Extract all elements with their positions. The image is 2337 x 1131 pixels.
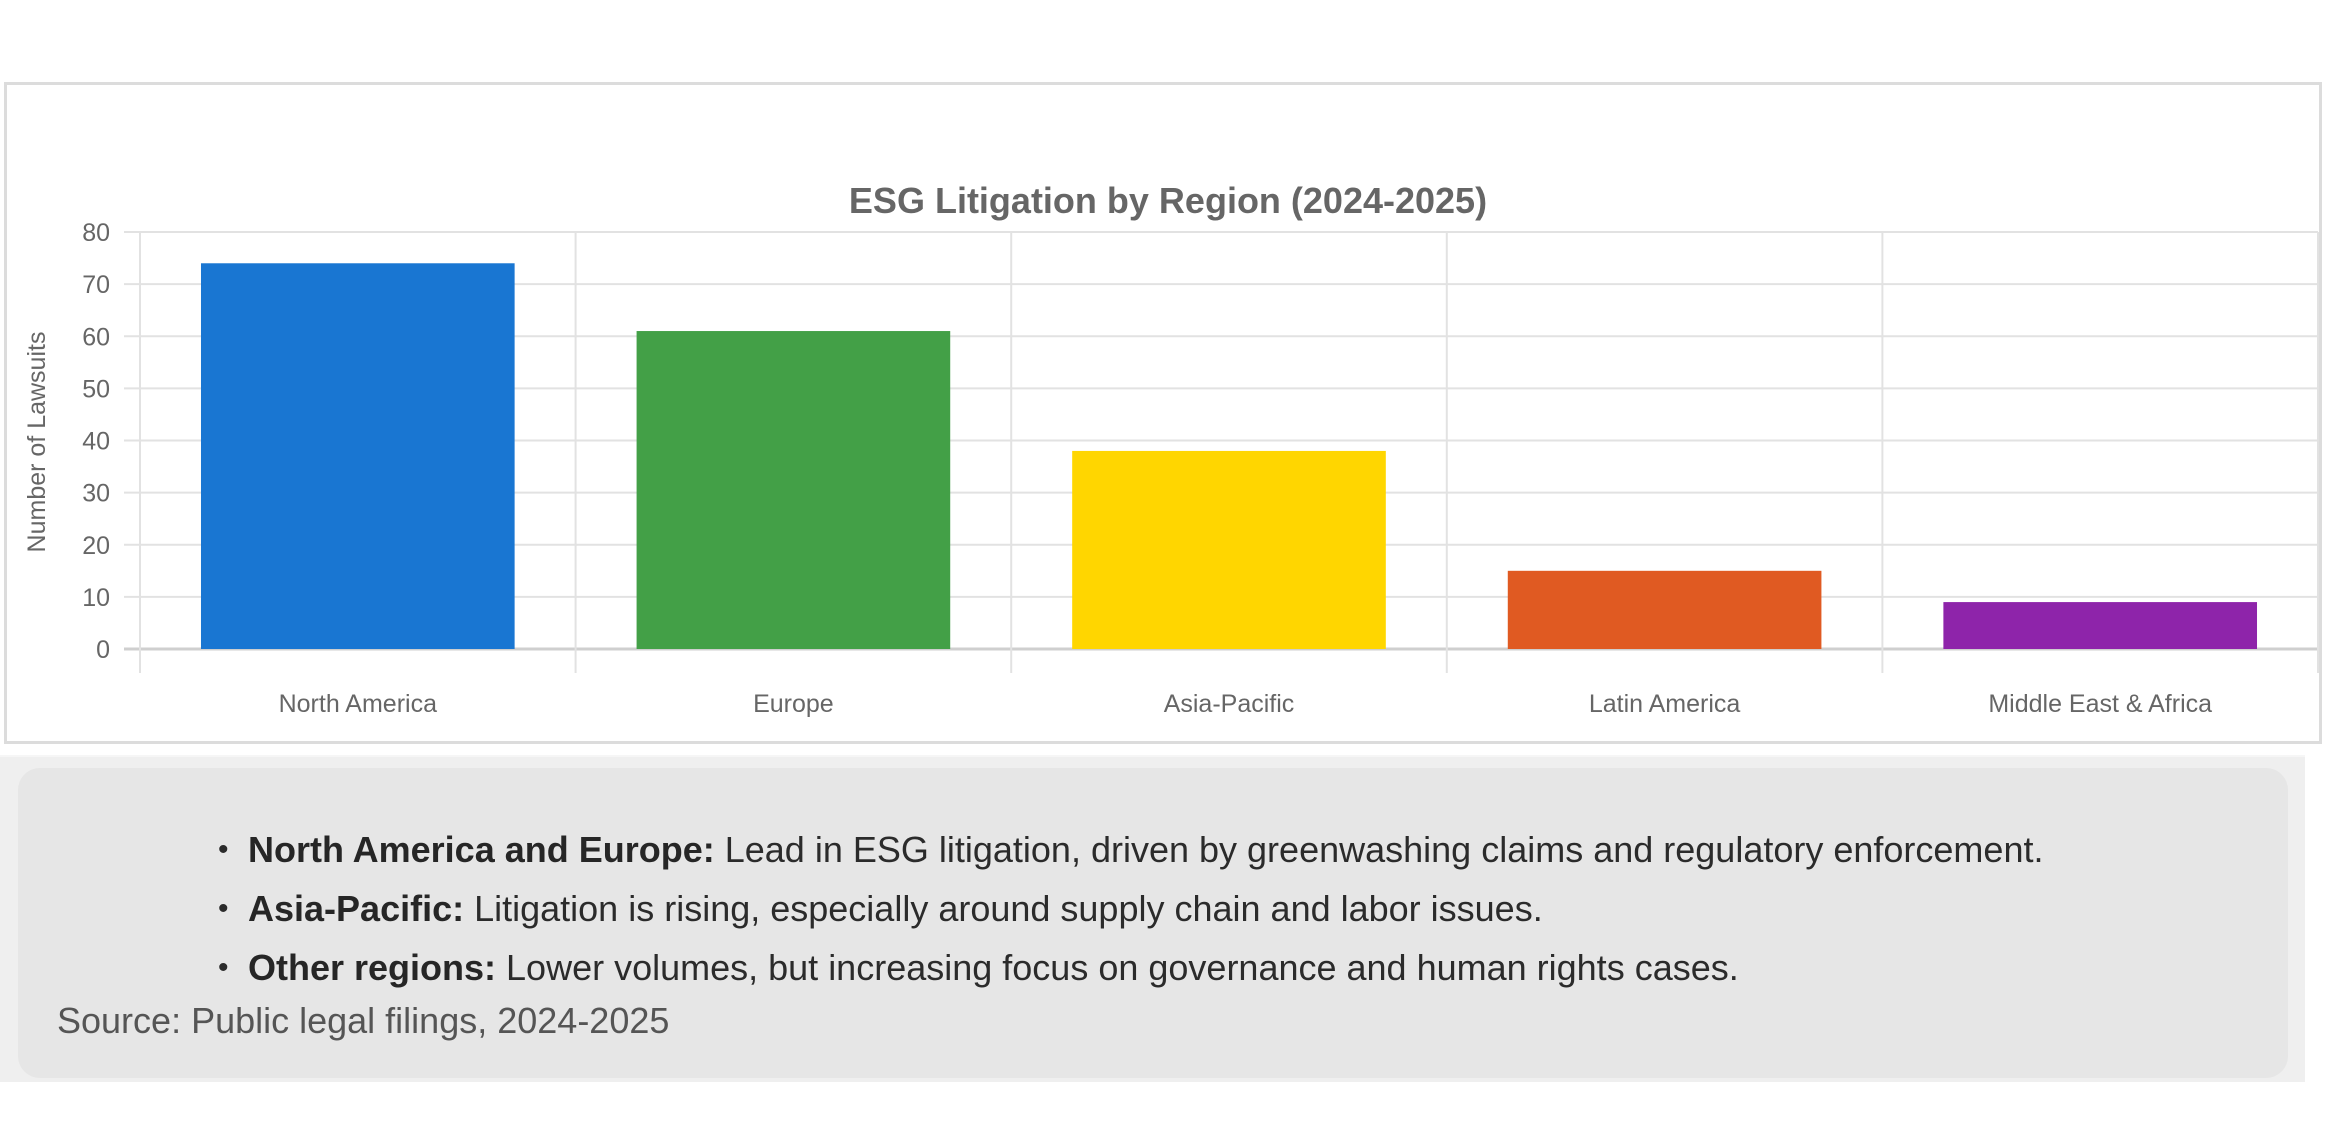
bar-europe (636, 331, 951, 649)
y-axis-label: Number of Lawsuits (23, 332, 51, 553)
note-text: Litigation is rising, especially around … (464, 888, 1543, 929)
bar-middle-east-africa (1943, 602, 2258, 649)
note-text: Lead in ESG litigation, driven by greenw… (714, 829, 2044, 870)
y-tick-labels: 0 10 20 30 40 50 60 70 80 (82, 219, 110, 664)
x-tick-label: Middle East & Africa (1988, 690, 2212, 718)
y-tick-label: 70 (82, 271, 110, 299)
y-tick-label: 10 (82, 584, 110, 612)
y-tick-label: 60 (82, 323, 110, 351)
x-tick-label: Latin America (1589, 690, 1741, 718)
notes-list: • North America and Europe: Lead in ESG l… (18, 820, 2043, 997)
y-tick-label: 30 (82, 480, 110, 508)
note-label: Other regions: (248, 947, 497, 988)
bar-north-america (200, 263, 515, 649)
x-tick-label: North America (279, 690, 437, 718)
note-item: • Other regions: Lower volumes, but incre… (218, 938, 2043, 997)
note-label: North America and Europe: (248, 829, 715, 870)
source-note: Source: Public legal filings, 2024-2025 (57, 1000, 670, 1041)
note-text: Lower volumes, but increasing focus on g… (496, 947, 1739, 988)
bullet-icon: • (218, 892, 229, 925)
y-tick-label: 80 (82, 219, 110, 247)
bars (200, 263, 2258, 649)
note-item: • Asia-Pacific: Litigation is rising, esp… (218, 879, 2043, 938)
y-tick-label: 40 (82, 428, 110, 456)
chart-title: ESG Litigation by Region (2024-2025) (849, 180, 1487, 221)
bullet-icon: • (218, 951, 229, 984)
y-tick-label: 50 (82, 375, 110, 403)
notes-panel: • North America and Europe: Lead in ESG l… (18, 768, 2288, 1078)
bar-asia-pacific (1072, 450, 1386, 649)
y-tick-label: 0 (96, 636, 110, 664)
bullet-icon: • (218, 833, 229, 866)
bar-latin-america (1507, 570, 1822, 649)
x-tick-label: Asia-Pacific (1164, 690, 1295, 718)
note-label: Asia-Pacific: (248, 888, 465, 929)
bar-chart: ESG Litigation by Region (2024-2025) Num… (23, 180, 2319, 718)
y-tick-label: 20 (82, 532, 110, 560)
note-item: • North America and Europe: Lead in ESG l… (218, 820, 2044, 879)
chart-card: ESG Litigation by Region (2024-2025) Num… (4, 82, 2322, 744)
x-tick-labels: North America Europe Asia-Pacific Latin Ame… (279, 690, 2213, 718)
x-tick-label: Europe (753, 690, 834, 718)
